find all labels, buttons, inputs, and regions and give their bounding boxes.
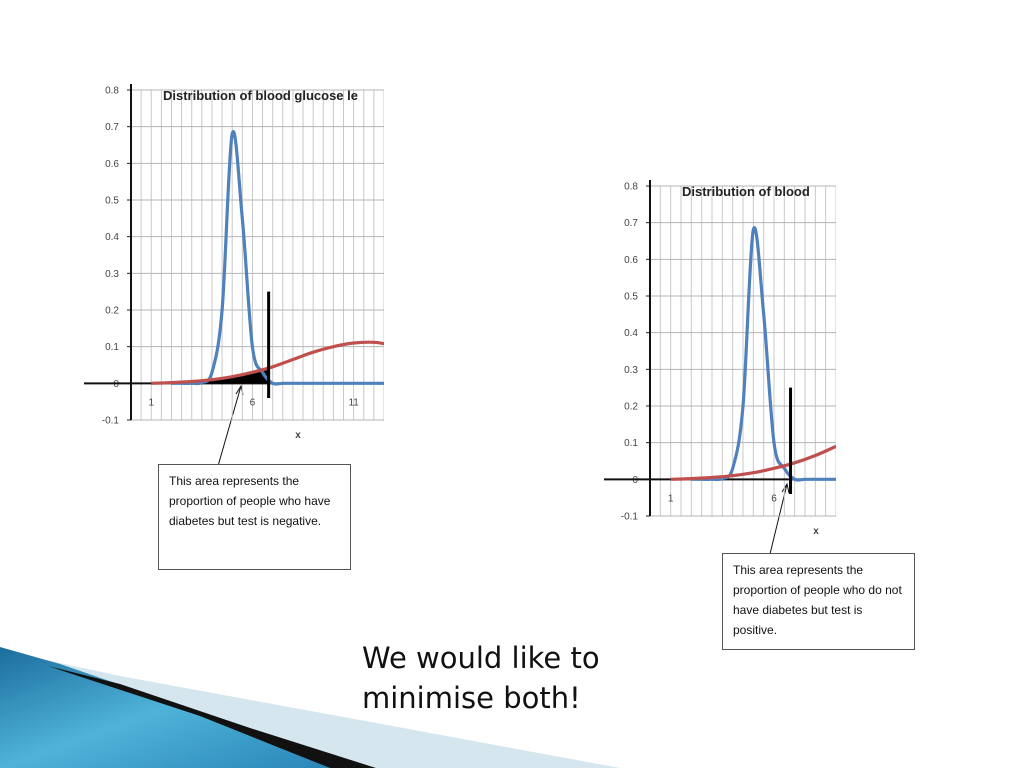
- chart-0-xtick-label: 1: [148, 397, 154, 408]
- chart-left: -0.100.10.20.30.40.50.60.70.81611xDistri…: [84, 84, 384, 444]
- decor-blue-swoosh: [0, 647, 330, 768]
- chart-0-ytick-label: 0.1: [105, 342, 119, 353]
- decor-black-swoosh: [48, 666, 376, 768]
- chart-1-svg: -0.100.10.20.30.40.50.60.70.816xDistribu…: [604, 180, 836, 537]
- chart-1-xlabel: x: [813, 526, 819, 537]
- chart-1-xtick-label: 6: [771, 493, 777, 504]
- chart-1-ytick-label: 0.2: [624, 402, 638, 413]
- chart-1-ytick-label: 0.6: [624, 255, 638, 266]
- chart-1-ytick-label: 0.4: [624, 328, 638, 339]
- slide-conclusion-text: We would like to minimise both!: [362, 641, 600, 715]
- chart-0-ytick-label: 0.2: [105, 306, 119, 317]
- chart-1-ytick-label: 0.8: [624, 182, 638, 193]
- chart-1-grid: [646, 185, 836, 517]
- chart-right: -0.100.10.20.30.40.50.60.70.816xDistribu…: [604, 180, 836, 540]
- callout-false-positive: This area represents the proportion of p…: [722, 553, 915, 650]
- chart-1-ytick-label: 0.7: [624, 218, 638, 229]
- chart-1-xtick-label: 1: [668, 493, 674, 504]
- chart-0-ytick-label: 0.7: [105, 122, 119, 133]
- chart-0-ytick-label: 0.8: [105, 86, 119, 97]
- chart-0-ytick-label: -0.1: [102, 416, 120, 427]
- chart-1-title: Distribution of blood: [682, 184, 810, 199]
- chart-0-ytick-label: 0.4: [105, 232, 119, 243]
- chart-0-xtick-label: 6: [250, 397, 256, 408]
- chart-1-series-0-line: [691, 226, 836, 482]
- callout-false-negative: This area represents the proportion of p…: [158, 464, 351, 570]
- chart-0-ytick-label: 0.5: [105, 196, 119, 207]
- chart-0-title: Distribution of blood glucose le: [163, 88, 358, 103]
- chart-1-ytick-label: 0.5: [624, 292, 638, 303]
- chart-0-xlabel: x: [295, 430, 301, 441]
- chart-0-svg: -0.100.10.20.30.40.50.60.70.81611xDistri…: [84, 84, 384, 441]
- chart-0-series-1-line: [151, 340, 384, 385]
- chart-1-series-1-line: [670, 444, 836, 481]
- chart-0-ytick-label: 0.6: [105, 159, 119, 170]
- chart-1-ytick-label: -0.1: [621, 512, 639, 523]
- chart-0-ytick-label: 0.3: [105, 269, 119, 280]
- callout-right-text: This area represents the proportion of p…: [733, 563, 902, 637]
- chart-0-series-0-line: [171, 130, 384, 386]
- callout-left-text: This area represents the proportion of p…: [169, 474, 331, 528]
- chart-0-xtick-label: 11: [348, 397, 359, 408]
- chart-1-ytick-label: 0.3: [624, 365, 638, 376]
- chart-0-shaded-area: [151, 367, 269, 384]
- chart-1-ytick-label: 0.1: [624, 438, 638, 449]
- chart-0-grid: [127, 89, 384, 421]
